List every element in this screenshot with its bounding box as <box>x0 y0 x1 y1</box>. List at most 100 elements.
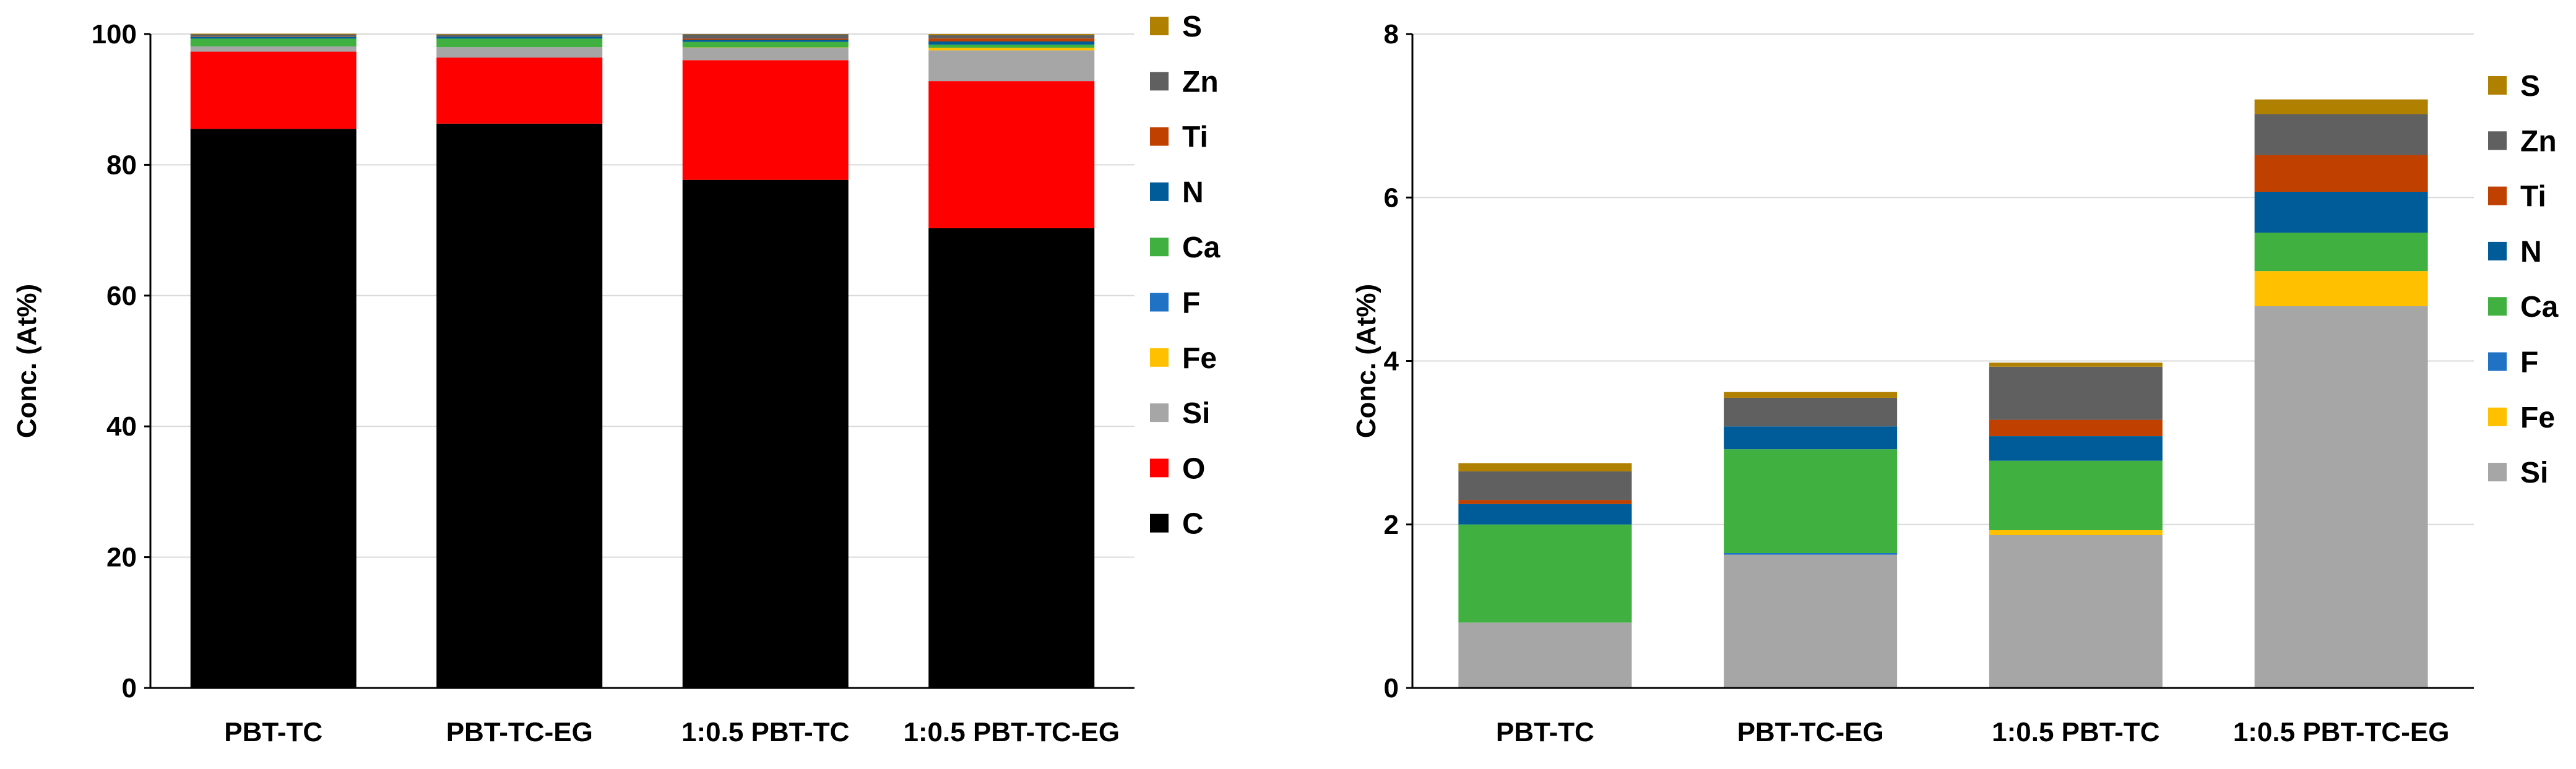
legend-label-f: F <box>1182 287 1200 320</box>
x-tick-label: PBT-TC <box>224 717 322 747</box>
y-tick-label: 80 <box>106 150 137 180</box>
bar-segment-zn-1-0-5-pbt-tc <box>682 34 849 39</box>
legend: S Zn Ti N Ca F Fe Si OC <box>1150 11 1221 541</box>
bar-segment-zn-pbt-tc <box>190 34 357 37</box>
y-tick-label: 4 <box>1384 346 1399 377</box>
bar-segment-n-pbt-tc <box>190 37 357 39</box>
legend-swatch-s <box>2488 76 2507 95</box>
bar-segment-o-pbt-tc <box>190 51 357 129</box>
bar-segment-s-1-0-5-pbt-tc <box>682 34 849 35</box>
bar-segment-n-1-0-5-pbt-tc-eg <box>2254 192 2428 233</box>
bar-segment-c-1-0-5-pbt-tc <box>682 179 849 688</box>
legend-swatch-zn <box>1150 72 1169 91</box>
chart-2: 0 2 4 6 8 PBT-TC PBT-TC-EG 1:0.5 PBT-TC 1:0.5 PB… <box>1351 19 2559 747</box>
bar-segment-fe-1-0-5-pbt-tc <box>1989 530 2163 535</box>
bar-segment-fe-1-0-5-pbt-tc-eg <box>928 48 1095 51</box>
bar-segment-n-1-0-5-pbt-tc <box>682 40 849 42</box>
legend-swatch-n <box>1150 182 1169 201</box>
legend-label-ti: Ti <box>1182 121 1208 154</box>
y-tick-label: 0 <box>1384 673 1399 703</box>
bar-segment-zn-pbt-tc <box>1458 471 1632 500</box>
y-tick-label: 20 <box>106 543 137 573</box>
bar-segment-s-1-0-5-pbt-tc-eg <box>928 34 1095 35</box>
bar-segment-zn-pbt-tc-eg <box>1724 397 1898 427</box>
bar-segment-si-1-0-5-pbt-tc <box>1989 535 2163 688</box>
bar-segment-n-pbt-tc-eg <box>1724 426 1898 450</box>
legend-swatch-ti <box>2488 186 2507 205</box>
legend-swatch-f <box>2488 352 2507 371</box>
legend-label-fe: Fe <box>2520 402 2555 434</box>
legend-label-f: F <box>2520 346 2538 379</box>
bar-segment-n-pbt-tc <box>1458 504 1632 525</box>
bar-segment-s-pbt-tc <box>190 33 357 35</box>
y-tick-label: 6 <box>1384 183 1399 213</box>
bar-segment-ca-pbt-tc-eg <box>1724 449 1898 553</box>
bar-segment-ti-1-0-5-pbt-tc-eg <box>2254 155 2428 192</box>
legend-label-ca: Ca <box>2520 291 2559 324</box>
bar-segment-zn-pbt-tc-eg <box>436 34 603 37</box>
bar-segment-f-pbt-tc-eg <box>1724 552 1898 555</box>
legend-swatch-ti <box>1150 127 1169 146</box>
bar-segment-si-pbt-tc <box>190 46 357 52</box>
bar-segment-ca-1-0-5-pbt-tc-eg <box>2254 233 2428 272</box>
legend-label-ca: Ca <box>1182 231 1221 264</box>
legend-swatch-o <box>1150 458 1169 478</box>
bar-segment-ca-1-0-5-pbt-tc <box>682 41 849 48</box>
legend-swatch-f <box>1150 293 1169 312</box>
x-tick-label: PBT-TC-EG <box>1737 717 1884 747</box>
legend-label-n: N <box>2520 236 2542 269</box>
bar-segment-zn-1-0-5-pbt-tc-eg <box>2254 114 2428 155</box>
y-tick-label: 8 <box>1384 19 1399 49</box>
bar-segment-si-pbt-tc-eg <box>436 47 603 58</box>
legend-label-s: S <box>2520 70 2540 103</box>
legend-label-c: C <box>1182 508 1204 541</box>
bar-segment-ca-pbt-tc <box>190 38 357 47</box>
legend-swatch-si <box>1150 403 1169 423</box>
legend-swatch-fe <box>2488 407 2507 426</box>
bar-segment-ti-1-0-5-pbt-tc-eg <box>928 38 1095 41</box>
legend-swatch-c <box>1150 513 1169 533</box>
bar-segment-o-1-0-5-pbt-tc <box>682 60 849 180</box>
legend-swatch-s <box>1150 17 1169 35</box>
legend-swatch-fe <box>1150 348 1169 367</box>
y-tick-label: 0 <box>122 673 137 703</box>
bar-segment-ca-pbt-tc <box>1458 524 1632 623</box>
bar-segment-c-pbt-tc <box>190 129 357 688</box>
bar-segment-ti-1-0-5-pbt-tc <box>682 38 849 40</box>
y-tick-label: 100 <box>92 19 137 49</box>
legend-label-si: Si <box>1182 397 1210 430</box>
x-tick-label: 1:0.5 PBT-TC <box>681 717 849 747</box>
bar-segment-s-1-0-5-pbt-tc-eg <box>2254 99 2428 114</box>
chart-1: 0 20 40 60 80 100 PBT-TC PBT-TC-EG 1:0.5 PBT-TC 1… <box>12 11 1221 747</box>
bar-segment-zn-1-0-5-pbt-tc-eg <box>928 35 1095 39</box>
bar-segment-ca-1-0-5-pbt-tc-eg <box>928 45 1095 48</box>
bar-segment-ca-pbt-tc-eg <box>436 38 603 48</box>
bar-segment-c-pbt-tc-eg <box>436 123 603 688</box>
legend-label-o: O <box>1182 452 1205 485</box>
legend-label-fe: Fe <box>1182 342 1217 375</box>
y-axis-label: Conc. (At%) <box>1351 284 1381 438</box>
bar-segment-si-1-0-5-pbt-tc-eg <box>2254 306 2428 688</box>
y-tick-label: 60 <box>106 281 137 311</box>
bar-segment-si-pbt-tc <box>1458 622 1632 688</box>
x-tick-label: 1:0.5 PBT-TC <box>1992 717 2159 747</box>
legend-label-s: S <box>1182 11 1202 43</box>
legend-label-si: Si <box>2520 457 2548 489</box>
legend-swatch-zn <box>2488 131 2507 150</box>
y-axis-label: Conc. (At%) <box>12 284 42 438</box>
bar-segment-si-1-0-5-pbt-tc <box>682 48 849 61</box>
bar-segment-ti-pbt-tc <box>1458 500 1632 504</box>
y-tick-label: 2 <box>1384 510 1399 540</box>
legend-swatch-si <box>2488 463 2507 482</box>
legend-swatch-n <box>2488 241 2507 260</box>
bar-segment-n-1-0-5-pbt-tc <box>1989 436 2163 461</box>
legend-label-ti: Ti <box>2520 181 2546 213</box>
bar-segment-o-1-0-5-pbt-tc-eg <box>928 81 1095 228</box>
bar-segment-s-pbt-tc-eg <box>1724 392 1898 398</box>
bar-segment-s-1-0-5-pbt-tc <box>1989 363 2163 367</box>
bar-segment-ca-1-0-5-pbt-tc <box>1989 460 2163 530</box>
bar-segment-c-1-0-5-pbt-tc-eg <box>928 228 1095 689</box>
legend-label-zn: Zn <box>1182 66 1219 98</box>
